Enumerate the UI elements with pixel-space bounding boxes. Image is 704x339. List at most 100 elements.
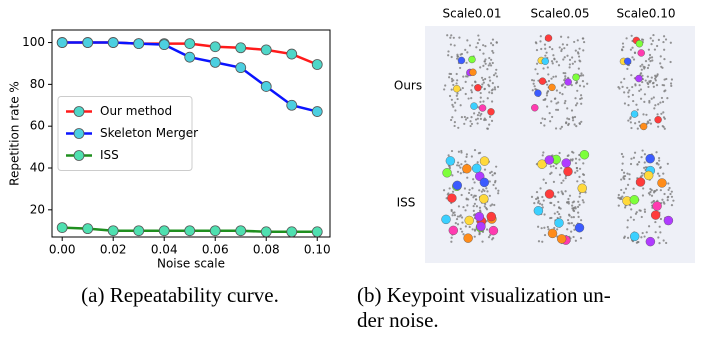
cloud-point	[451, 116, 453, 118]
cloud-point	[579, 85, 581, 87]
caption: der noise.	[357, 308, 439, 332]
cloud-point	[464, 116, 466, 118]
cloud-point	[474, 81, 476, 83]
y-tick-label: 60	[30, 119, 45, 133]
cloud-point	[562, 58, 564, 60]
cloud-point	[649, 193, 651, 195]
cloud-point	[657, 126, 659, 128]
x-axis-label: Noise scale	[157, 257, 225, 271]
cloud-point	[637, 241, 639, 243]
cloud-point	[651, 76, 653, 78]
cloud-point	[575, 240, 577, 242]
cloud-point	[559, 92, 561, 94]
keypoint	[575, 223, 584, 232]
cloud-point	[554, 196, 556, 198]
cloud-point	[638, 121, 640, 123]
cloud-point	[549, 173, 551, 175]
cloud-point	[479, 101, 481, 103]
keypoint	[469, 69, 476, 76]
keypoint	[468, 56, 475, 63]
cloud-point	[479, 66, 481, 68]
cloud-point	[537, 226, 539, 228]
cloud-point	[546, 94, 548, 96]
cloud-point	[471, 187, 473, 189]
cloud-point	[456, 218, 458, 220]
cloud-point	[627, 91, 629, 93]
cloud-point	[487, 97, 489, 99]
cloud-point	[582, 162, 584, 164]
cloud-point	[628, 96, 630, 98]
cloud-point	[623, 78, 625, 80]
cloud-point	[624, 102, 626, 104]
cloud-point	[460, 150, 462, 152]
cloud-point	[481, 83, 483, 85]
cloud-point	[632, 100, 634, 102]
y-tick-label: 40	[30, 161, 45, 175]
cloud-point	[461, 231, 463, 233]
cloud-point	[648, 49, 650, 51]
keypoint	[636, 178, 645, 187]
cloud-point	[551, 116, 553, 118]
cloud-point	[659, 62, 661, 64]
cloud-point	[495, 187, 497, 189]
cloud-point	[671, 204, 673, 206]
cloud-point	[536, 63, 538, 65]
cloud-point	[576, 167, 578, 169]
cloud-point	[649, 60, 651, 62]
cloud-point	[489, 62, 491, 64]
cloud-point	[661, 199, 663, 201]
cloud-point	[474, 149, 476, 151]
cloud-point	[473, 205, 475, 207]
cloud-point	[630, 121, 632, 123]
cloud-point	[568, 222, 570, 224]
cloud-point	[662, 101, 664, 103]
cloud-point	[452, 191, 454, 193]
cloud-point	[576, 180, 578, 182]
cloud-point	[454, 125, 456, 127]
data-point	[57, 223, 67, 233]
cloud-point	[552, 62, 554, 64]
cloud-point	[536, 49, 538, 51]
cloud-point	[662, 173, 664, 175]
cloud-point	[648, 80, 650, 82]
keypoint	[630, 232, 639, 241]
cloud-point	[638, 209, 640, 211]
cloud-point	[562, 193, 564, 195]
cloud-point	[538, 200, 540, 202]
cloud-point	[553, 204, 555, 206]
cloud-point	[484, 169, 486, 171]
cloud-point	[655, 151, 657, 153]
cloud-point	[545, 52, 547, 54]
cloud-point	[656, 162, 658, 164]
cloud-point	[458, 37, 460, 39]
cloud-point	[494, 88, 496, 90]
data-point	[261, 45, 271, 55]
keypoint	[573, 74, 580, 81]
cloud-point	[579, 196, 581, 198]
cloud-point	[544, 55, 546, 57]
cloud-point	[489, 80, 491, 82]
cloud-point	[464, 187, 466, 189]
cloud-point	[647, 86, 649, 88]
cloud-point	[488, 76, 490, 78]
cloud-point	[553, 58, 555, 60]
cloud-point	[491, 238, 493, 240]
legend-label: ISS	[100, 148, 119, 162]
cloud-point	[558, 213, 560, 215]
x-tick-label: 0.00	[49, 243, 76, 257]
cloud-point	[460, 228, 462, 230]
keypoint	[453, 85, 460, 92]
keypoint	[489, 226, 498, 235]
cloud-point	[586, 83, 588, 85]
cloud-point	[447, 50, 449, 52]
cloud-point	[484, 60, 486, 62]
data-point	[134, 226, 144, 236]
figure: Scale0.01 Scale0.05 Scale0.10 Ours ISS (…	[0, 0, 704, 334]
cloud-point	[623, 192, 625, 194]
cloud-point	[648, 64, 650, 66]
cloud-point	[558, 207, 560, 209]
y-tick-label: 100	[22, 35, 45, 49]
cloud-point	[575, 162, 577, 164]
cloud-point	[461, 53, 463, 55]
cloud-point	[630, 163, 632, 165]
